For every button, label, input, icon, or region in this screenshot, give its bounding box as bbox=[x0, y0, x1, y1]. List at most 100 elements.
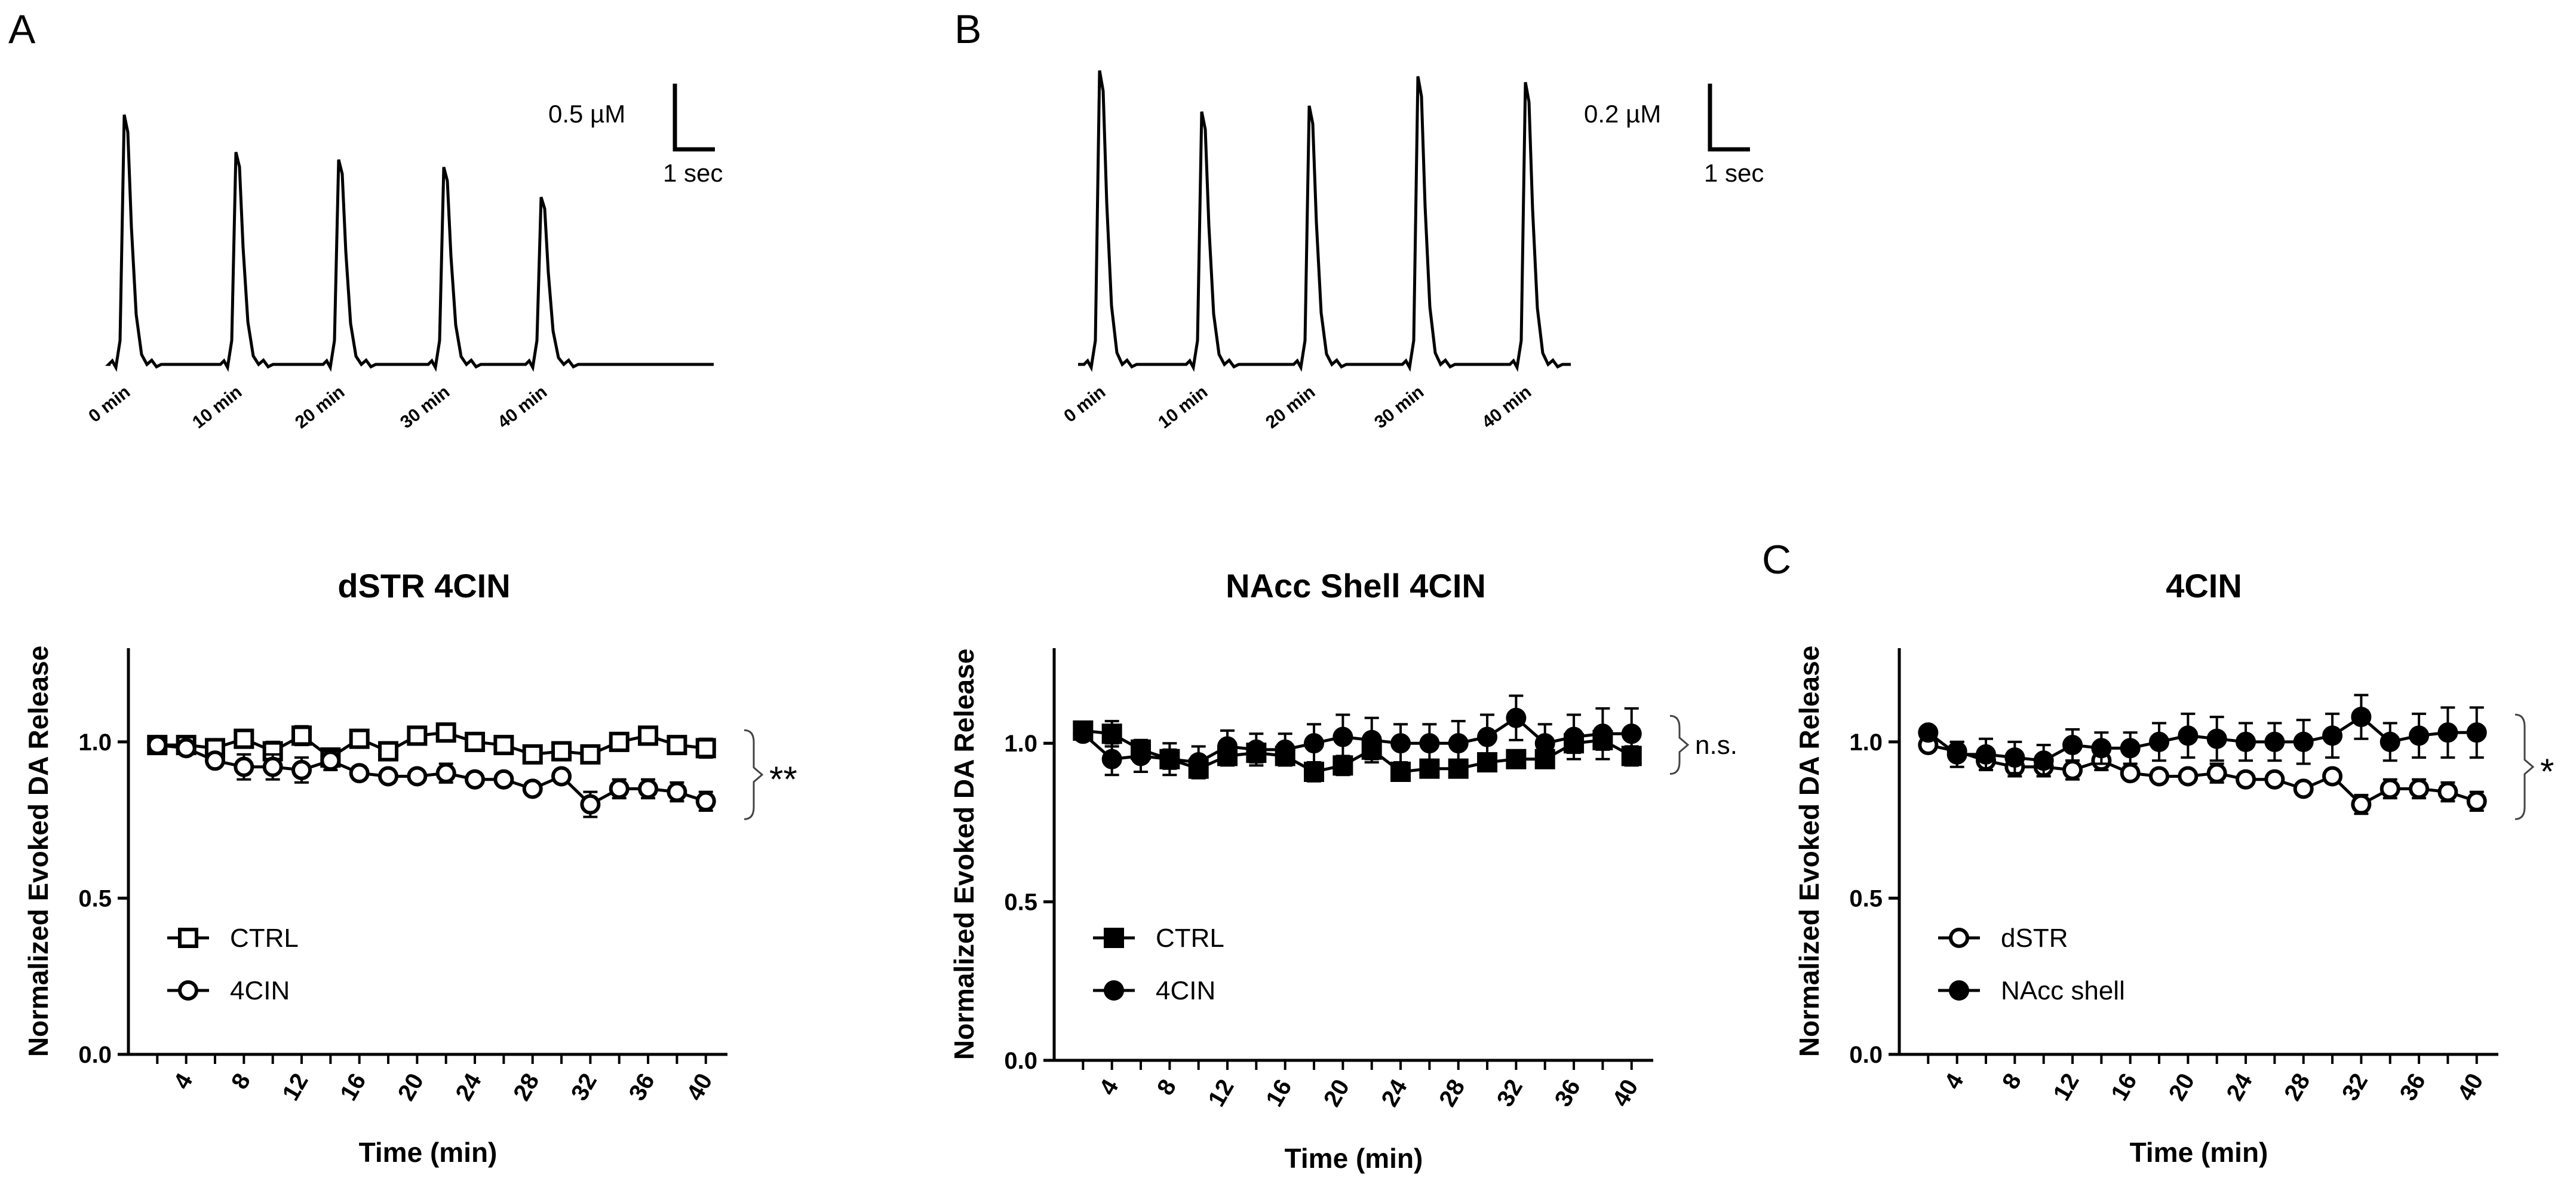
x-axis-title: Time (min) bbox=[359, 1137, 498, 1168]
y-tick-label: 0.5 bbox=[1849, 885, 1883, 912]
trace-time-label: 30 min bbox=[397, 382, 453, 433]
data-point-marker bbox=[1592, 723, 1613, 744]
significance-label: * bbox=[2540, 751, 2554, 792]
trace-time-label: 40 min bbox=[1478, 382, 1535, 433]
data-point-marker bbox=[2149, 766, 2170, 787]
data-point-marker bbox=[2437, 722, 2458, 743]
data-point-marker bbox=[2264, 731, 2285, 752]
panel-label-b: B bbox=[954, 7, 981, 52]
data-point-marker bbox=[178, 928, 198, 948]
data-point-marker bbox=[1564, 726, 1585, 747]
data-point-marker bbox=[320, 750, 341, 771]
data-point-marker bbox=[205, 750, 226, 771]
x-tick-label: 28 bbox=[508, 1069, 544, 1106]
legend-label: CTRL bbox=[230, 924, 299, 953]
data-point-marker bbox=[522, 744, 543, 765]
data-point-marker bbox=[1448, 733, 1469, 754]
x-tick-label: 20 bbox=[393, 1069, 429, 1106]
x-tick-label: 8 bbox=[226, 1069, 256, 1094]
y-tick-label: 1.0 bbox=[1004, 731, 1037, 757]
data-point-marker bbox=[2409, 725, 2430, 746]
y-axis-title: Normalized Evoked DA Release bbox=[23, 646, 54, 1057]
data-point-marker bbox=[2466, 791, 2487, 812]
significance-bracket bbox=[1669, 714, 1690, 775]
series-dstr bbox=[1918, 735, 2487, 815]
x-tick-label: 4 bbox=[1094, 1075, 1124, 1100]
chart-4cin-comparison: 4CIN Normalized Evoked DA Release Time (mi… bbox=[1794, 567, 2554, 1168]
data-point-marker bbox=[1101, 723, 1122, 744]
data-point-marker bbox=[2062, 760, 2083, 780]
data-point-marker bbox=[2004, 747, 2025, 768]
data-point-marker bbox=[1419, 733, 1440, 754]
data-point-marker bbox=[291, 760, 312, 780]
data-point-marker bbox=[2409, 778, 2430, 799]
y-tick-label: 0.0 bbox=[1004, 1048, 1037, 1074]
y-tick-label: 0.0 bbox=[78, 1042, 112, 1068]
y-tick-label: 0.5 bbox=[78, 885, 112, 912]
data-point-marker bbox=[2206, 728, 2227, 749]
x-tick-label: 12 bbox=[277, 1069, 313, 1106]
x-tick-label: 40 bbox=[2452, 1069, 2488, 1106]
data-point-marker bbox=[609, 731, 630, 752]
series-ctrl bbox=[1073, 720, 1642, 783]
x-tick-label: 20 bbox=[1319, 1075, 1355, 1112]
data-point-marker bbox=[638, 725, 659, 746]
scale-bar-b bbox=[1708, 84, 1750, 152]
data-point-marker bbox=[2437, 781, 2458, 802]
x-tick-label: 8 bbox=[1997, 1069, 2027, 1094]
data-point-marker bbox=[465, 769, 486, 790]
series-ctrl bbox=[147, 722, 716, 768]
significance-bracket bbox=[2514, 713, 2535, 820]
data-point-marker bbox=[2120, 738, 2141, 759]
data-point-marker bbox=[1390, 762, 1411, 782]
x-tick-label: 24 bbox=[450, 1069, 487, 1105]
panel-label-c: C bbox=[1762, 537, 1791, 582]
x-tick-label: 36 bbox=[1550, 1075, 1586, 1112]
data-point-marker bbox=[2206, 763, 2227, 784]
data-point-marker bbox=[2380, 778, 2400, 799]
data-point-marker bbox=[1361, 729, 1382, 750]
data-point-marker bbox=[176, 738, 196, 759]
data-point-marker bbox=[1477, 726, 1498, 747]
data-point-marker bbox=[551, 766, 572, 787]
chart-dstr-4cin: dSTR 4CIN Normalized Evoked DA Release Tim… bbox=[23, 567, 797, 1168]
x-tick-label: 4 bbox=[168, 1069, 198, 1094]
data-point-marker bbox=[1949, 928, 1969, 948]
data-point-marker bbox=[2178, 725, 2199, 746]
data-point-marker bbox=[1534, 733, 1555, 754]
x-tick-label: 16 bbox=[2106, 1069, 2142, 1106]
trace-time-label: 0 min bbox=[1060, 382, 1109, 427]
data-point-marker bbox=[1217, 736, 1238, 757]
x-tick-label: 12 bbox=[2048, 1069, 2084, 1106]
trace-panel-b: 0 min 10 min 20 min 30 min 40 min 0.2 µM 1 s… bbox=[1060, 70, 1764, 433]
data-point-marker bbox=[1101, 749, 1122, 769]
data-point-marker bbox=[2149, 731, 2170, 752]
x-tick-label: 8 bbox=[1152, 1075, 1181, 1100]
data-point-marker bbox=[1131, 746, 1152, 766]
data-point-marker bbox=[1332, 726, 1353, 747]
trace-time-label: 20 min bbox=[291, 382, 348, 433]
data-point-marker bbox=[1304, 733, 1325, 754]
data-point-marker bbox=[435, 763, 456, 784]
y-tick-label: 0.5 bbox=[1004, 889, 1037, 916]
data-point-marker bbox=[378, 766, 399, 787]
legend-label: 4CIN bbox=[1156, 976, 1215, 1005]
trace-time-label: 0 min bbox=[85, 382, 134, 427]
y-tick-label: 1.0 bbox=[1849, 729, 1883, 756]
x-tick-label: 32 bbox=[1492, 1075, 1528, 1112]
data-point-marker bbox=[1104, 928, 1124, 948]
trace-line-a bbox=[105, 114, 714, 372]
x-tick-label: 28 bbox=[1434, 1075, 1470, 1112]
trace-time-label: 10 min bbox=[189, 382, 245, 433]
x-tick-label: 36 bbox=[624, 1069, 660, 1106]
data-point-marker bbox=[1188, 752, 1209, 773]
panel-label-a: A bbox=[8, 7, 36, 52]
y-tick-label: 0.0 bbox=[1849, 1042, 1883, 1068]
trace-line-b bbox=[1078, 70, 1571, 372]
data-point-marker bbox=[291, 725, 312, 746]
trace-time-label: 10 min bbox=[1155, 382, 1211, 433]
chart-title: 4CIN bbox=[2166, 567, 2242, 605]
data-point-marker bbox=[234, 728, 254, 749]
series-4cin bbox=[1073, 694, 1642, 780]
data-point-marker bbox=[2322, 766, 2343, 787]
